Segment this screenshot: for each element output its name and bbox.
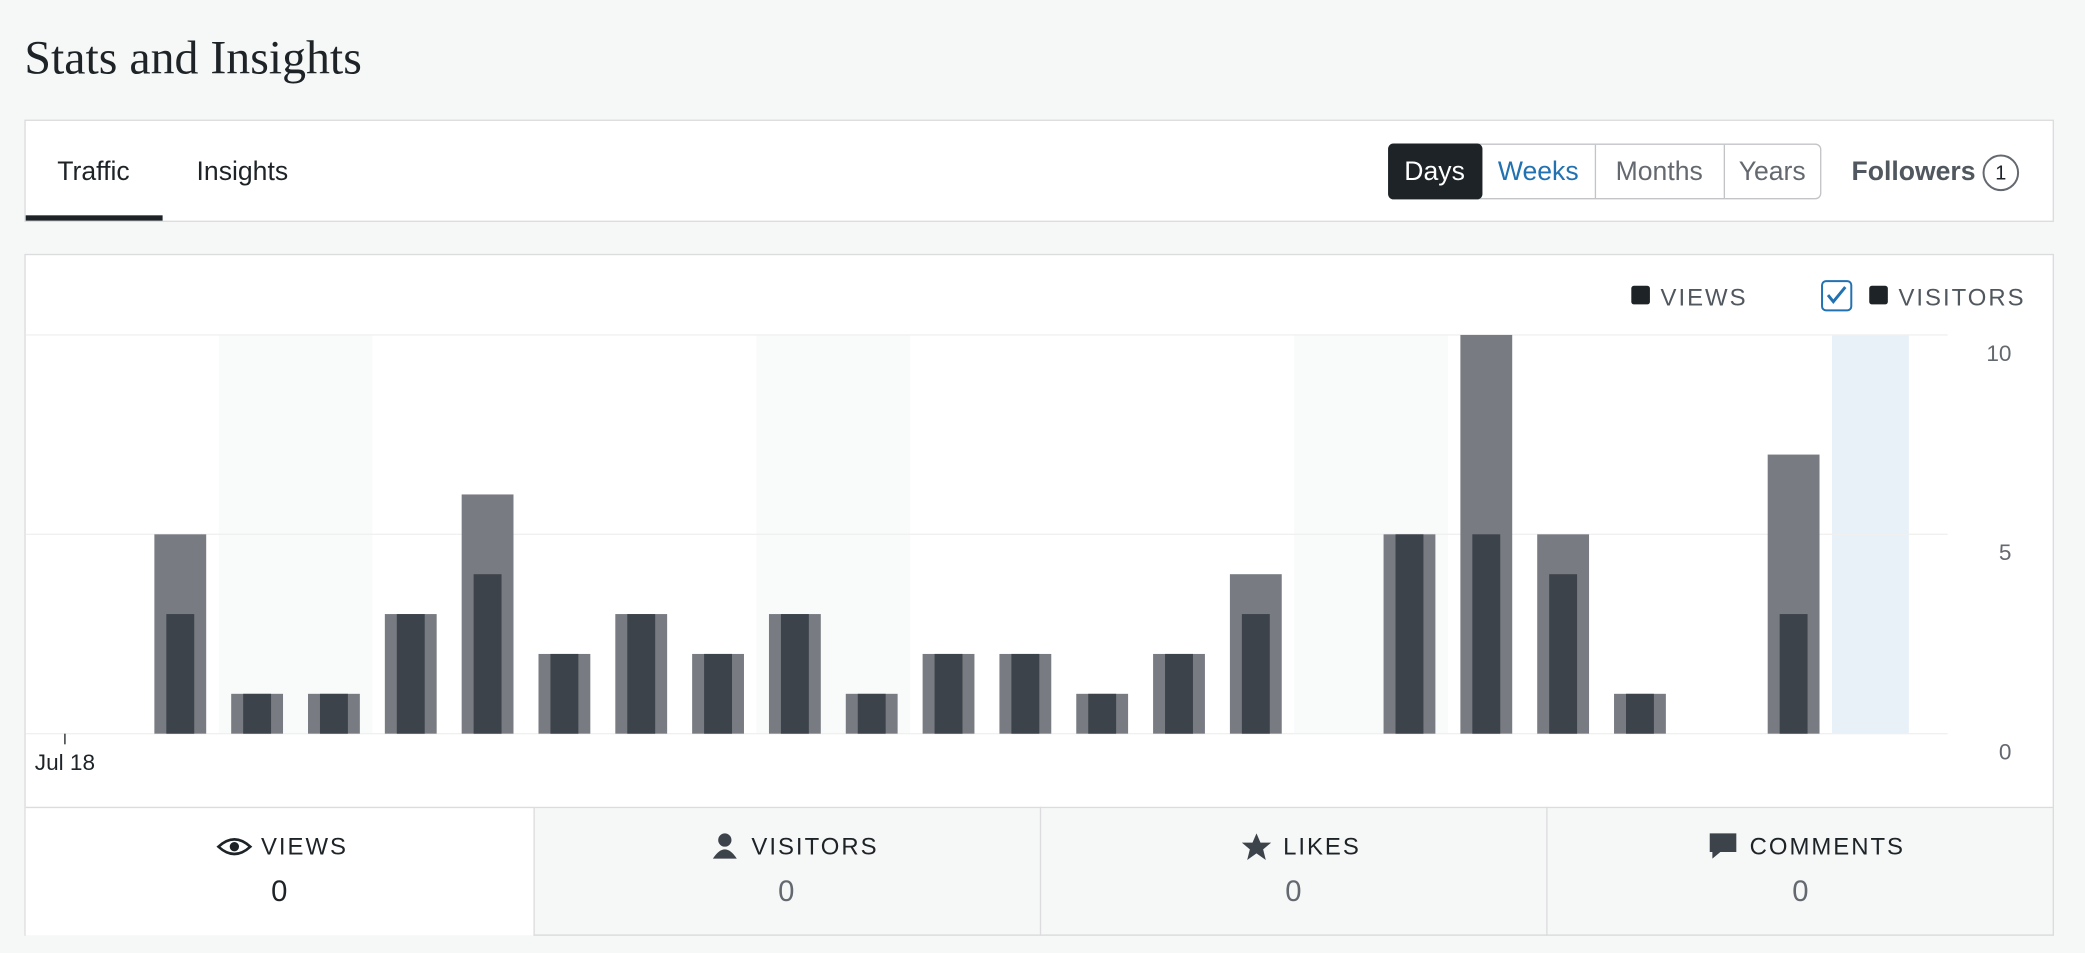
bar (1241, 614, 1270, 734)
summary-label: VISITORS (751, 833, 878, 860)
bar (627, 614, 656, 734)
bar (1088, 693, 1117, 734)
legend-label: VISITORS (1898, 284, 2025, 311)
tab[interactable]: Insights (197, 156, 289, 186)
comment-icon (1709, 833, 1737, 859)
bar (1625, 693, 1654, 734)
bar (473, 574, 502, 734)
x-tick-label: Jul 18 (35, 750, 95, 775)
followers-badge (1982, 154, 2020, 192)
period-button[interactable]: Months (1616, 156, 1703, 186)
y-tick-label: 5 (1999, 540, 2012, 565)
legend-swatch (1869, 285, 1888, 305)
bar (1472, 534, 1501, 734)
bar (1549, 574, 1578, 734)
period-button[interactable]: Days (1404, 156, 1465, 186)
summary-active (25, 806, 534, 936)
summary-value: 0 (1792, 876, 1808, 908)
summary-label: COMMENTS (1750, 833, 1905, 860)
summary-value: 0 (778, 876, 794, 908)
summary-label: VIEWS (261, 833, 348, 860)
summary-value: 0 (271, 876, 287, 908)
bar (1165, 653, 1193, 734)
bar (1779, 614, 1808, 734)
summary-value: 0 (1285, 876, 1301, 908)
bar (243, 693, 272, 734)
eye-icon (216, 838, 253, 856)
page-title: Stats and Insights (24, 31, 361, 84)
person-icon (718, 833, 732, 847)
legend-swatch (1631, 285, 1650, 305)
person-icon (712, 849, 737, 859)
eye-icon (229, 842, 240, 852)
bar (1011, 653, 1040, 734)
star-icon (1241, 833, 1272, 860)
bar (166, 614, 195, 734)
followers-count: 1 (1995, 162, 2006, 184)
bar (550, 653, 579, 734)
bar (396, 614, 425, 734)
summary-label: LIKES (1283, 833, 1361, 860)
period-active (1388, 143, 1483, 200)
followers-label[interactable]: Followers (1852, 156, 1976, 186)
period-button[interactable]: Weeks (1498, 156, 1579, 186)
y-tick-label: 10 (1986, 341, 2011, 366)
check-icon (1826, 286, 1847, 305)
bar (1395, 534, 1424, 734)
bar (857, 693, 886, 734)
tab-underline (25, 215, 163, 221)
summary-rest (533, 806, 2054, 936)
y-tick-label: 0 (1999, 740, 2012, 765)
bar (319, 693, 348, 734)
tab[interactable]: Traffic (57, 156, 129, 186)
legend-label: VIEWS (1661, 284, 1748, 311)
bar (934, 653, 963, 734)
period-button[interactable]: Years (1739, 156, 1806, 186)
bar (704, 653, 733, 734)
bar (780, 614, 809, 734)
